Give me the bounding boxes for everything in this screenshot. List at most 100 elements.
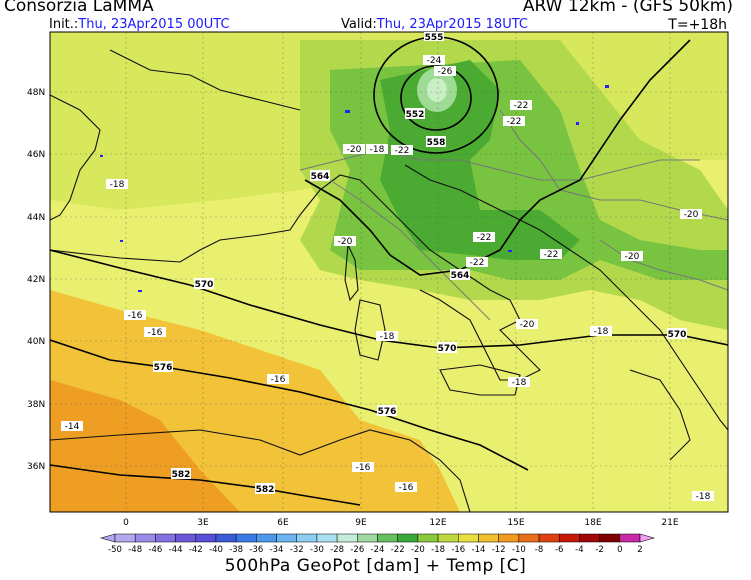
temp-label: -18 <box>110 180 125 190</box>
colorbar-tick-label: -2 <box>595 545 603 555</box>
temp-labels: -24 -26 -22 -22 -20 -22 -18 -20 -22 -22 … <box>61 55 714 502</box>
colorbar-tick-label: -24 <box>371 545 385 555</box>
temp-label: -16 <box>399 483 414 493</box>
colorbar-tick-label: -22 <box>391 545 405 555</box>
geopot-label: 552 <box>406 110 425 120</box>
temp-label: -16 <box>356 463 371 473</box>
temp-label: -16 <box>148 328 163 338</box>
lon-tick: 21E <box>661 518 678 528</box>
temp-label: -16 <box>128 311 143 321</box>
colorbar-swatch <box>296 533 318 543</box>
geopot-label: 564 <box>451 271 470 281</box>
temp-label: -18 <box>696 492 711 502</box>
temp-label: -16 <box>271 375 286 385</box>
colorbar-swatch <box>397 533 419 543</box>
colorbar-tick-label: -18 <box>431 545 445 555</box>
colorbar-tick-label: -36 <box>249 545 263 555</box>
lon-tick: 9E <box>355 518 367 528</box>
geopot-label: 564 <box>311 172 330 182</box>
colorbar-swatch <box>155 533 176 543</box>
colorbar-swatch <box>437 533 459 543</box>
temp-label: -20 <box>347 145 362 155</box>
init-value: Thu, 23Apr2015 00UTC <box>78 17 230 32</box>
valid-value: Thu, 23Apr2015 18UTC <box>376 17 528 32</box>
geopot-label: 570 <box>195 280 214 290</box>
temp-label: -20 <box>625 252 640 262</box>
lat-tick: 40N <box>27 337 45 347</box>
geopot-labels: 552 558 564 564 570 570 570 576 576 582 … <box>153 32 687 495</box>
temp-label: -22 <box>507 117 522 127</box>
forecast-step: T=+18h <box>668 17 727 33</box>
lon-tick: 6E <box>277 518 289 528</box>
colorbar-tick-label: -38 <box>229 545 243 555</box>
init-label: Init.: <box>49 17 79 32</box>
colorbar-tick-label: -28 <box>330 545 344 555</box>
colorbar-tick-label: -40 <box>209 545 223 555</box>
temp-label: -18 <box>370 145 385 155</box>
colorbar-tick-label: -50 <box>108 545 122 555</box>
colorbar-tick-label: -48 <box>128 545 142 555</box>
coastlines <box>50 49 728 512</box>
colorbar-swatch <box>134 533 156 543</box>
colorbar-min-arrow <box>99 533 116 543</box>
colorbar-tick-label: -30 <box>310 545 324 555</box>
map-frame <box>49 31 729 513</box>
colorbar-swatch <box>276 533 297 543</box>
temp-label: -26 <box>438 67 453 77</box>
geopot-label: 570 <box>438 344 457 354</box>
map-caption: 500hPa GeoPot [dam] + Temp [C] <box>224 556 527 576</box>
colorbar-swatch <box>558 533 580 543</box>
temp-label: -20 <box>338 237 353 247</box>
valid-label: Valid: <box>341 17 377 32</box>
colorbar-swatch <box>579 533 600 543</box>
temp-label: -18 <box>594 327 609 337</box>
temp-label: -20 <box>684 210 699 220</box>
colorbar-swatch <box>619 533 641 543</box>
temp-label: -22 <box>544 250 559 260</box>
temp-label: -22 <box>514 101 529 111</box>
colorbar-tick-label: -4 <box>575 545 583 555</box>
temp-label: -24 <box>427 56 442 66</box>
lat-axis: 48N 46N 44N 42N 40N 38N 36N <box>27 88 45 472</box>
map-field <box>50 32 728 512</box>
lon-tick: 12E <box>429 518 446 528</box>
colorbar-tick-label: 2 <box>637 545 642 555</box>
geopot-label: 555 <box>425 33 444 43</box>
model-title: ARW 12km - (GFS 50km) <box>522 0 733 16</box>
lon-tick: 0 <box>123 518 129 528</box>
colorbar-swatch <box>478 533 499 543</box>
colorbar-tick-label: 0 <box>617 545 622 555</box>
colorbar-swatch <box>458 533 479 543</box>
colorbar-swatch <box>336 533 358 543</box>
colorbar-tick-label: -16 <box>451 545 465 555</box>
provider-title: Consorzia LaMMA <box>4 0 154 16</box>
lat-tick: 36N <box>27 462 45 472</box>
temp-label: -14 <box>65 422 80 432</box>
colorbar-swatch <box>498 533 520 543</box>
geopot-label: 582 <box>172 470 191 480</box>
colorbar-tick-label: -46 <box>148 545 162 555</box>
colorbar-swatch <box>235 533 257 543</box>
lat-tick: 44N <box>27 213 45 223</box>
colorbar-tick-label: -14 <box>472 545 486 555</box>
colorbar-swatch <box>377 533 398 543</box>
temp-label: -18 <box>512 378 527 388</box>
colorbar-swatch <box>518 533 540 543</box>
colorbar-swatch <box>357 533 378 543</box>
geopot-label: 576 <box>154 363 173 373</box>
temp-label: -22 <box>477 233 492 243</box>
colorbar-swatch <box>114 533 136 543</box>
colorbar-tick-label: -12 <box>492 545 506 555</box>
lon-tick: 18E <box>584 518 601 528</box>
colorbar-tick-label: -26 <box>350 545 364 555</box>
colorbar-swatch <box>195 533 217 543</box>
colorbar-tick-label: -8 <box>535 545 543 555</box>
colorbar-tick-label: -34 <box>270 545 284 555</box>
lat-tick: 42N <box>27 275 45 285</box>
temp-label: -22 <box>470 258 485 268</box>
valid-time: Valid:Thu, 23Apr2015 18UTC <box>341 17 528 32</box>
colorbar: -50 -48 -46 -44 -42 -40 -38 -36 -34 -32 -30 -28 -26-… <box>99 533 656 555</box>
colorbar-swatch <box>417 533 439 543</box>
colorbar-swatch <box>215 533 237 543</box>
colorbar-swatch <box>175 533 197 543</box>
